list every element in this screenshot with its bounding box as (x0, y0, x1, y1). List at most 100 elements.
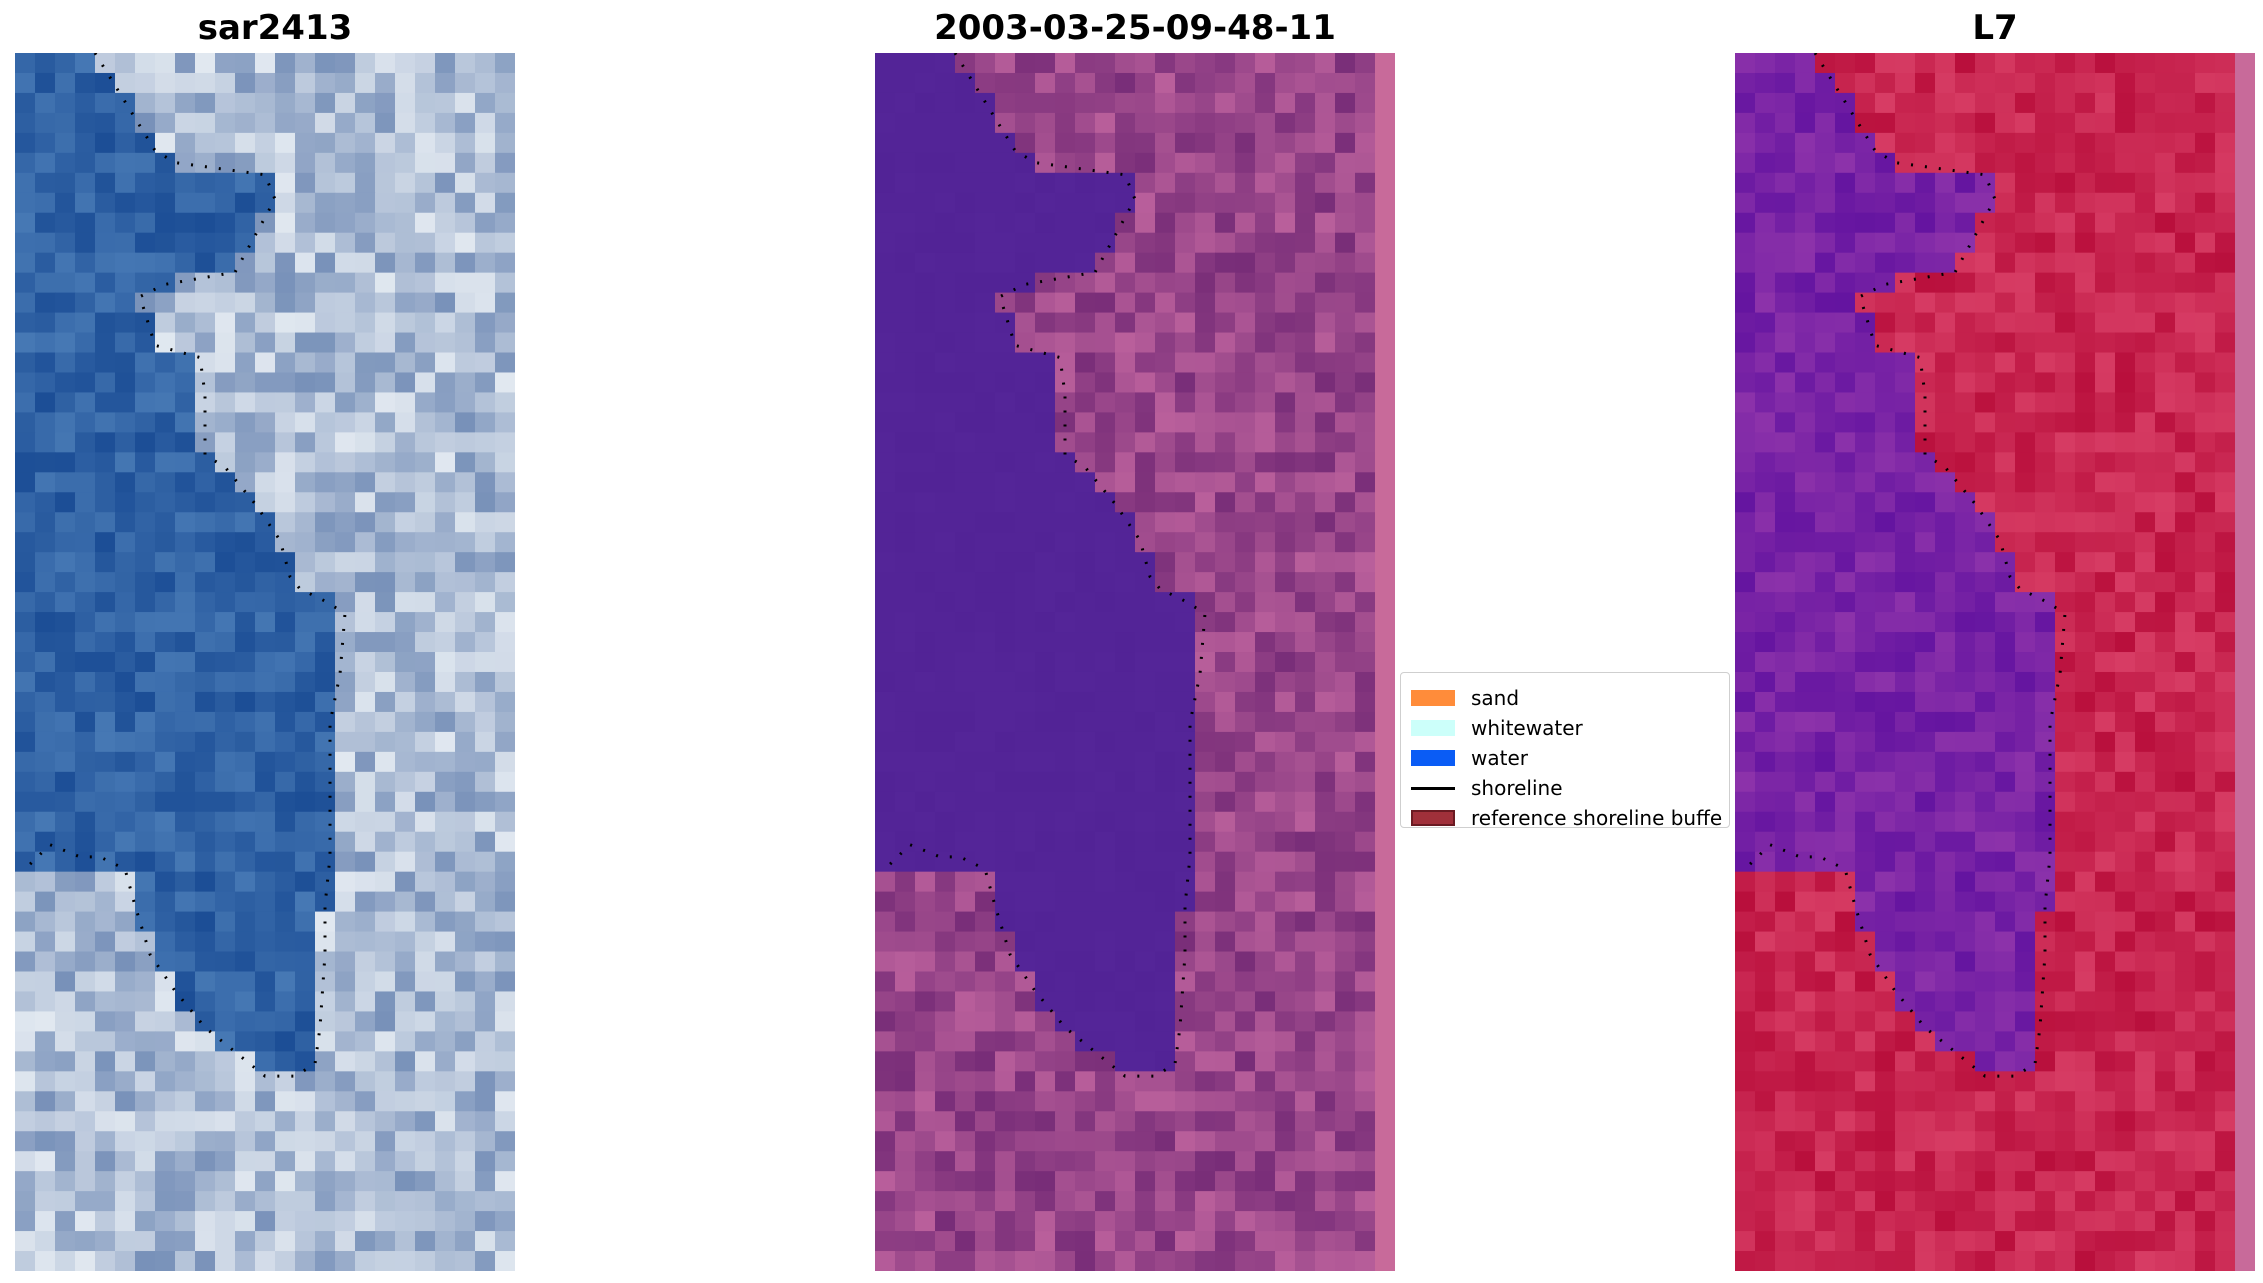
land-pixel (455, 392, 476, 414)
land-pixel (35, 1111, 56, 1132)
land-pixel (1215, 532, 1236, 553)
land-pixel (2155, 252, 2176, 274)
legend-label-shoreline: shoreline (1471, 776, 1563, 800)
land-pixel (2075, 612, 2096, 633)
water-pixel (2015, 911, 2036, 933)
land-pixel (1035, 1071, 1056, 1092)
land-pixel (335, 731, 356, 753)
water-pixel (935, 212, 956, 234)
land-pixel (915, 1191, 936, 1212)
land-pixel (2195, 352, 2216, 374)
land-pixel (115, 1251, 136, 1271)
land-pixel (435, 711, 456, 733)
land-pixel (455, 891, 476, 913)
land-pixel (1315, 1111, 1336, 1132)
land-pixel (235, 1111, 256, 1132)
water-pixel (115, 392, 136, 414)
land-pixel (415, 1051, 436, 1072)
land-pixel (1975, 132, 1996, 154)
land-pixel (455, 53, 476, 74)
land-pixel (2115, 1151, 2136, 1172)
land-pixel (155, 1111, 176, 1132)
land-pixel (255, 292, 276, 314)
land-pixel (2095, 392, 2116, 414)
land-pixel (395, 92, 416, 114)
land-pixel (1195, 1031, 1216, 1052)
land-pixel (1935, 452, 1956, 473)
water-pixel (875, 452, 896, 473)
water-pixel (1115, 192, 1136, 214)
water-pixel (1075, 512, 1096, 533)
water-pixel (195, 671, 216, 693)
water-pixel (95, 811, 116, 833)
water-pixel (895, 552, 916, 573)
water-pixel (935, 372, 956, 394)
land-pixel (295, 352, 316, 374)
land-pixel (915, 951, 936, 973)
land-pixel (375, 612, 396, 633)
land-pixel (2075, 891, 2096, 913)
water-pixel (1875, 871, 1896, 893)
land-pixel (1075, 1251, 1096, 1271)
water-pixel (295, 951, 316, 973)
land-pixel (1215, 931, 1236, 953)
land-pixel (2055, 352, 2076, 374)
land-pixel (1255, 552, 1276, 573)
land-pixel (1215, 791, 1236, 813)
land-pixel (1155, 372, 1176, 394)
land-pixel (315, 412, 336, 433)
water-pixel (15, 412, 36, 433)
land-pixel (355, 472, 376, 493)
land-pixel (1795, 1111, 1816, 1132)
land-pixel (2095, 931, 2116, 953)
water-pixel (255, 1011, 276, 1032)
land-pixel (2055, 192, 2076, 214)
water-pixel (135, 592, 156, 613)
land-pixel (2195, 412, 2216, 433)
land-pixel (915, 1011, 936, 1032)
water-pixel (1975, 612, 1996, 633)
water-pixel (135, 272, 156, 294)
land-pixel (415, 252, 436, 274)
water-pixel (1015, 472, 1036, 493)
land-pixel (1175, 572, 1196, 593)
water-pixel (875, 332, 896, 354)
land-pixel (395, 492, 416, 513)
water-pixel (235, 891, 256, 913)
land-pixel (75, 1091, 96, 1112)
water-pixel (35, 492, 56, 513)
water-pixel (15, 771, 36, 793)
water-pixel (155, 452, 176, 473)
land-pixel (1135, 192, 1156, 214)
land-pixel (375, 691, 396, 713)
land-pixel (2035, 92, 2056, 114)
land-pixel (475, 791, 496, 813)
water-pixel (1835, 751, 1856, 773)
land-pixel (1015, 312, 1036, 334)
land-pixel (2115, 1011, 2136, 1032)
water-pixel (2015, 971, 2036, 993)
land-pixel (375, 1071, 396, 1092)
land-pixel (495, 771, 515, 793)
land-pixel (475, 691, 496, 713)
land-pixel (2195, 432, 2216, 453)
land-pixel (335, 632, 356, 653)
land-pixel (2195, 1071, 2216, 1092)
water-pixel (1975, 711, 1996, 733)
land-pixel (2175, 332, 2196, 354)
water-pixel (875, 372, 896, 394)
land-pixel (955, 1071, 976, 1092)
land-pixel (135, 1251, 156, 1271)
water-pixel (1775, 72, 1796, 94)
water-pixel (175, 172, 196, 194)
water-pixel (975, 232, 996, 254)
land-pixel (2215, 332, 2236, 354)
land-pixel (1075, 1211, 1096, 1232)
water-pixel (1035, 911, 1056, 933)
land-pixel (1315, 791, 1336, 813)
water-pixel (215, 851, 236, 873)
land-pixel (375, 512, 396, 533)
land-pixel (1235, 1031, 1256, 1052)
land-pixel (1295, 1111, 1316, 1132)
water-pixel (1735, 252, 1756, 274)
